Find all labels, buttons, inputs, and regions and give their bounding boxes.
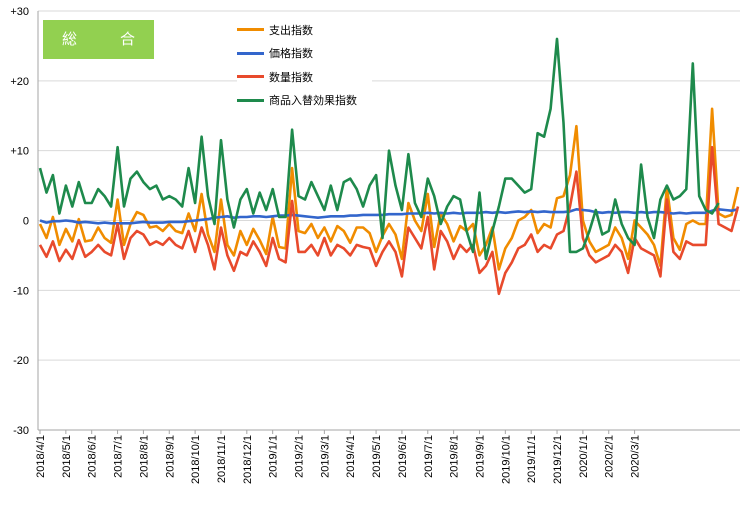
x-tick-label: 2019/2/1	[294, 435, 306, 478]
series-line	[39, 208, 739, 225]
x-tick-label: 2019/10/1	[500, 435, 512, 484]
y-tick-label: -20	[13, 355, 29, 367]
category-badge-label: 総 合	[61, 30, 149, 48]
y-tick-label: +10	[10, 146, 29, 158]
x-tick-label: 2018/9/1	[164, 435, 176, 478]
x-tick-label: 2018/11/1	[216, 435, 228, 483]
legend-label: 価格指数	[269, 47, 313, 61]
x-tick-label: 2019/7/1	[423, 435, 435, 478]
x-tick-label: 2019/3/1	[319, 435, 331, 478]
x-tick-label: 2019/12/1	[552, 435, 564, 484]
y-tick-label: +20	[10, 76, 29, 88]
legend-item: 数量指数	[237, 65, 372, 89]
x-axis-ticks: 2018/4/1 2018/5/1 2018/6/1 2018/7/1 2018/8/1…	[35, 435, 642, 484]
legend-item: 支出指数	[237, 18, 372, 42]
category-badge	[43, 20, 154, 59]
legend-swatch	[237, 75, 264, 79]
x-tick-label: 2020/3/1	[630, 435, 642, 478]
legend-label: 商品入替効果指数	[269, 94, 357, 108]
legend-swatch	[237, 98, 264, 102]
y-tick-label: +30	[10, 6, 29, 18]
legend-item: 商品入替効果指数	[237, 89, 372, 113]
series-lines	[38, 37, 740, 296]
legend-swatch	[237, 51, 264, 55]
x-tick-label: 2018/12/1	[242, 435, 254, 484]
y-axis-ticks: +30 +20 +10 0 -10 -20 -30	[10, 6, 29, 437]
x-tick-label: 2019/9/1	[474, 435, 486, 478]
legend: 支出指数 価格指数 数量指数 商品入替効果指数	[237, 18, 372, 112]
legend-label: 数量指数	[269, 70, 313, 84]
x-tick-label: 2019/4/1	[345, 435, 357, 478]
x-tick-label: 2018/6/1	[87, 435, 99, 478]
y-tick-label: 0	[23, 216, 29, 228]
x-tick-label: 2018/4/1	[35, 435, 47, 478]
x-tick-label: 2018/7/1	[113, 435, 125, 478]
y-tick-label: -10	[13, 285, 29, 297]
x-tick-label: 2019/8/1	[449, 435, 461, 478]
x-tick-label: 2020/1/1	[578, 435, 590, 478]
x-tick-label: 2018/10/1	[190, 435, 202, 484]
legend-swatch	[237, 28, 264, 32]
series-line	[38, 145, 740, 296]
x-tick-label: 2018/8/1	[138, 435, 150, 478]
x-tick-label: 2020/2/1	[604, 435, 616, 478]
y-tick-label: -30	[13, 425, 29, 437]
legend-item: 価格指数	[237, 42, 372, 66]
axes	[37, 11, 740, 434]
x-tick-label: 2019/11/1	[526, 435, 538, 483]
x-tick-label: 2019/5/1	[371, 435, 383, 478]
x-tick-label: 2018/5/1	[61, 435, 73, 478]
series-line	[38, 107, 740, 271]
series-line	[38, 37, 720, 261]
x-tick-label: 2019/6/1	[397, 435, 409, 478]
x-tick-label: 2019/1/1	[268, 435, 280, 478]
legend-label: 支出指数	[269, 23, 313, 37]
